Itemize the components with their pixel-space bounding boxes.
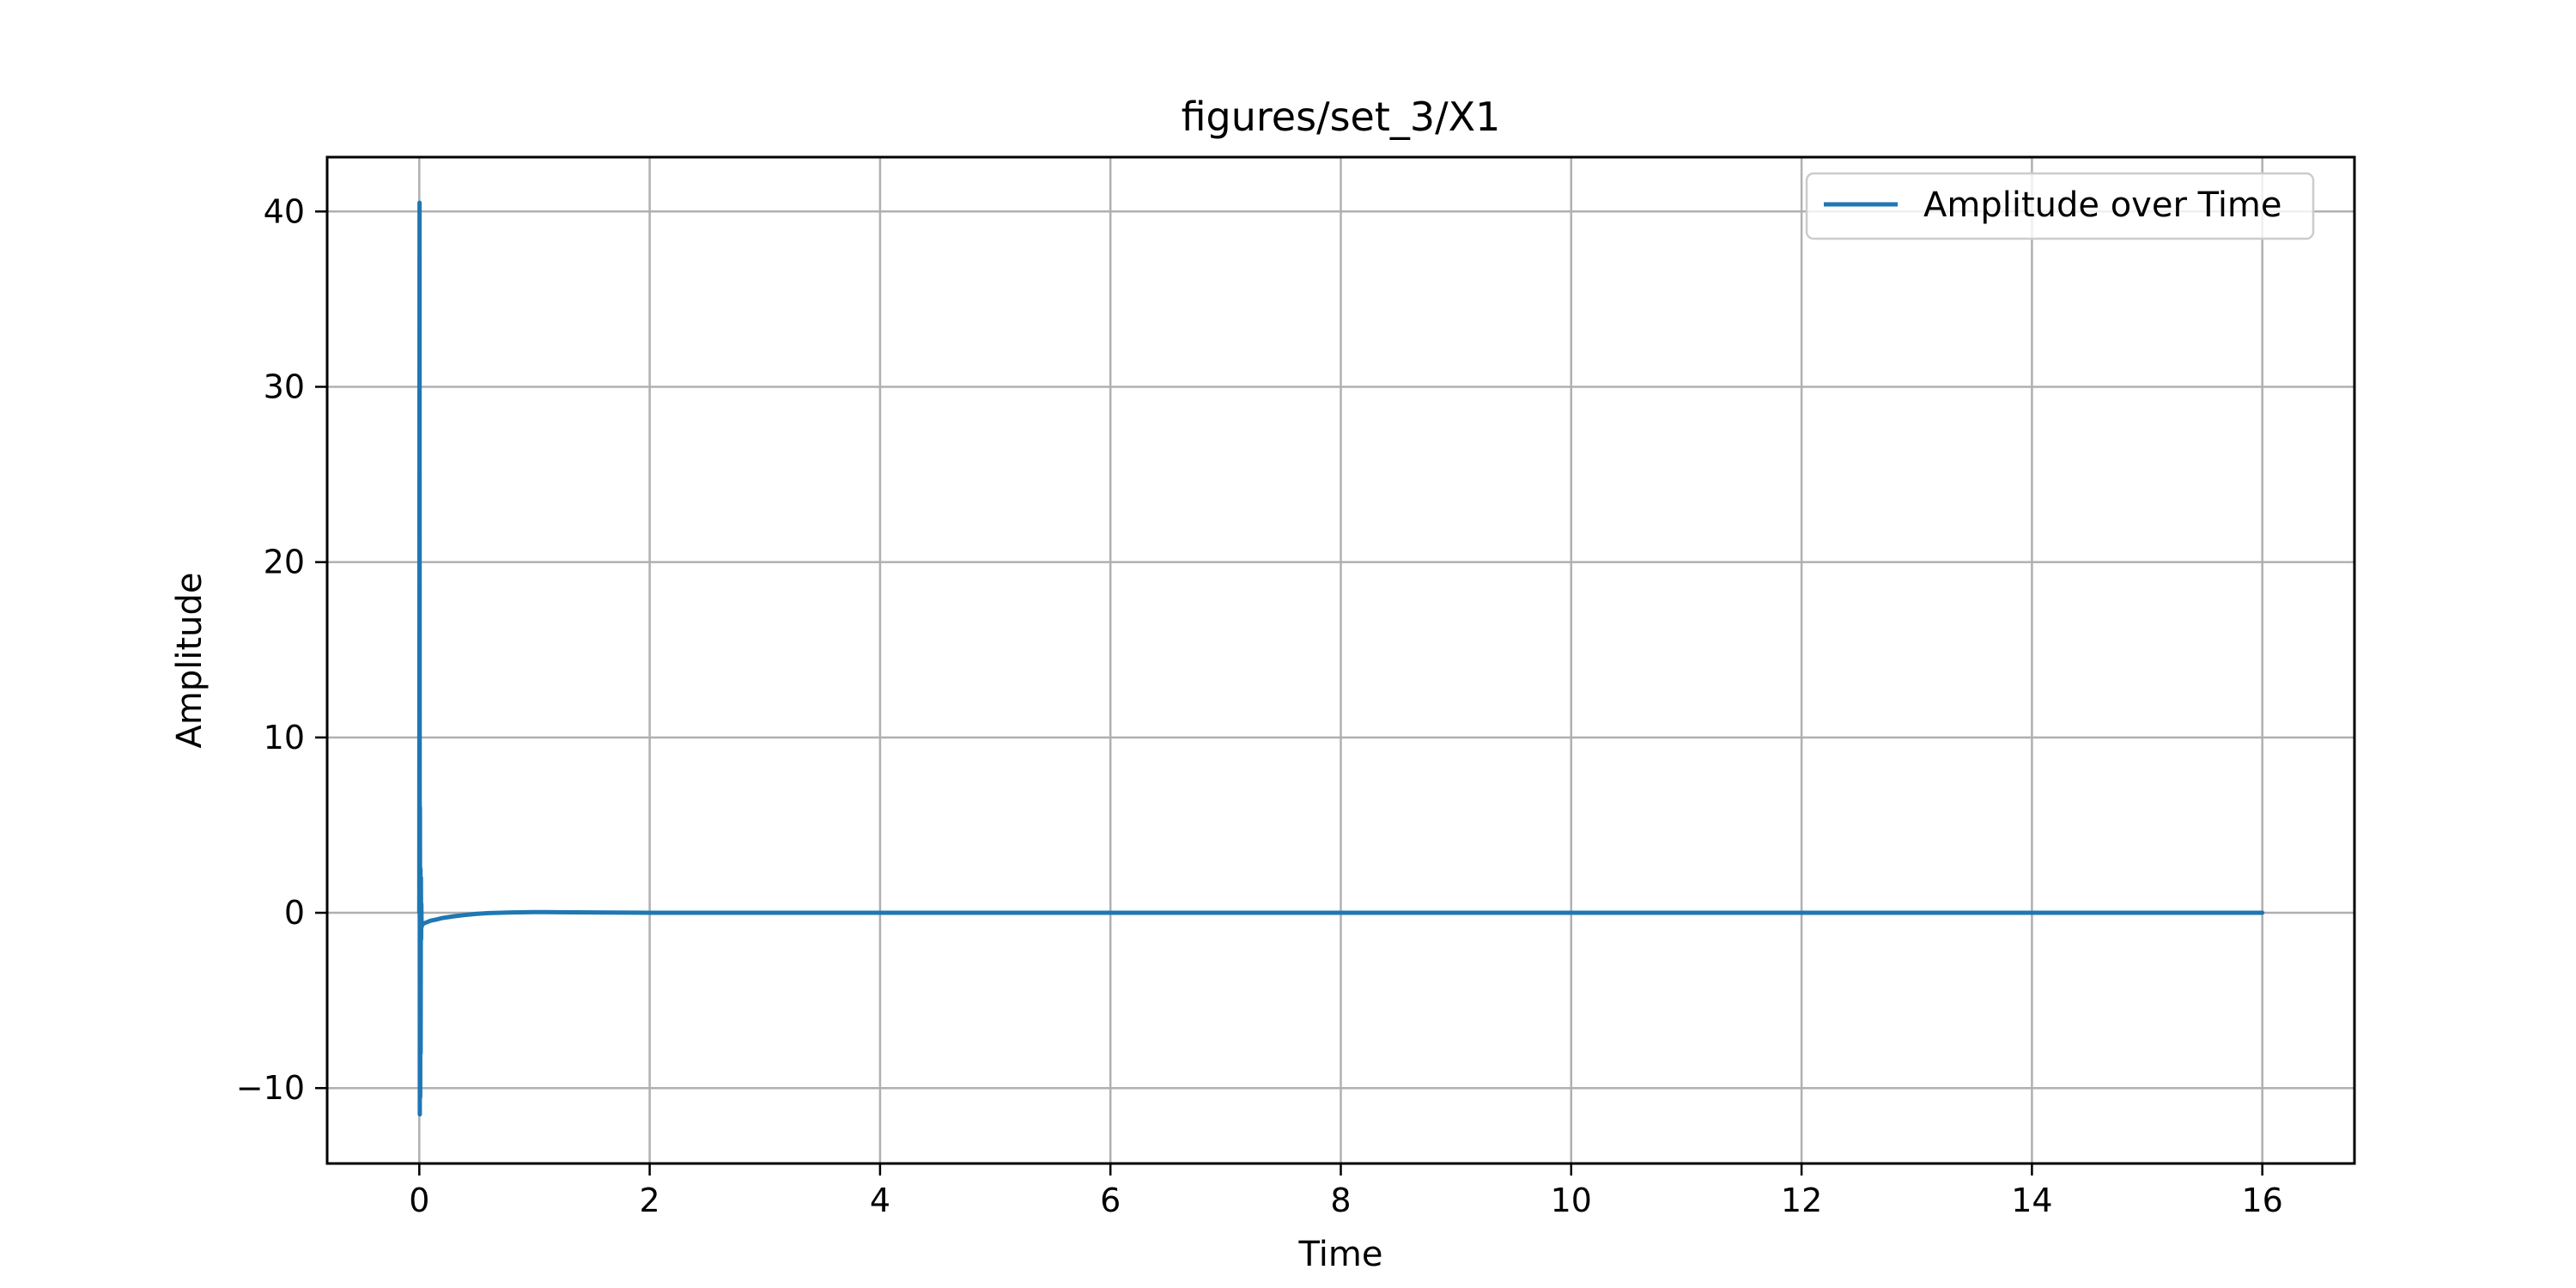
y-tick-label: 40 — [264, 192, 305, 230]
x-tick-label: 12 — [1781, 1182, 1822, 1219]
legend: Amplitude over Time — [1805, 172, 2315, 240]
y-tick-label: 0 — [284, 894, 305, 932]
x-tick-label: 2 — [640, 1182, 660, 1219]
series-layer — [416, 200, 2265, 1117]
legend-box — [1805, 172, 2315, 240]
x-tick-label: 8 — [1330, 1182, 1351, 1219]
y-tick-label: 10 — [264, 719, 305, 756]
x-axis-label: Time — [1298, 1235, 1383, 1274]
ticks: 0 2 4 6 8 10 12 14 16 −10 0 10 20 30 40 — [236, 192, 2283, 1219]
y-axis-label: Amplitude — [170, 573, 210, 749]
y-tick-label: 20 — [264, 544, 305, 581]
x-tick-label: 10 — [1551, 1182, 1592, 1219]
x-tick-label: 6 — [1100, 1182, 1121, 1219]
x-tick-label: 4 — [870, 1182, 890, 1219]
legend-label-amplitude-over-time: Amplitude over Time — [1923, 185, 2282, 225]
y-tick-label: 30 — [264, 368, 305, 405]
x-tick-label: 0 — [409, 1182, 429, 1219]
x-tick-label: 16 — [2242, 1182, 2283, 1219]
y-tick-label: −10 — [236, 1069, 305, 1107]
series-line-amplitude-over-time — [416, 200, 2265, 1117]
x-tick-label: 14 — [2011, 1182, 2052, 1219]
chart-title: figures/set_3/X1 — [1182, 94, 1501, 140]
